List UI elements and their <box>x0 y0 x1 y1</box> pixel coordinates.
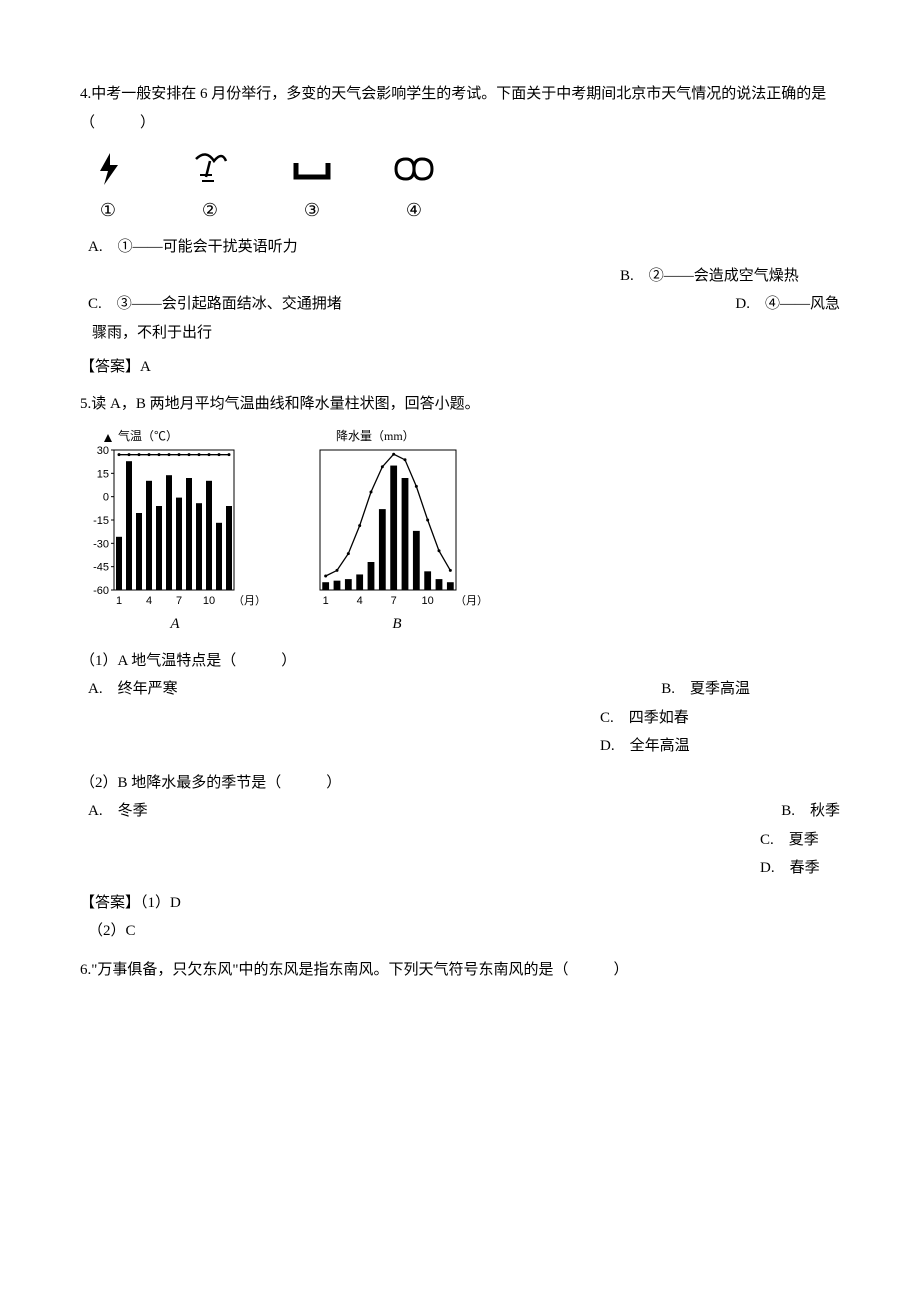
q4-option-d-cont: 骤雨，不利于出行 <box>80 319 840 348</box>
svg-text:7: 7 <box>176 595 182 607</box>
q5-answer1: 【答案】（1）D <box>80 889 840 918</box>
q4-opt-d-label: D. <box>735 296 750 312</box>
q5-sub2-b: B. 秋季 <box>781 797 840 826</box>
q5-sub1-text: （1）A 地气温特点是（ ） <box>80 647 840 676</box>
q5-sub1-b: B. 夏季高温 <box>661 675 750 704</box>
q6-stem: 6."万事俱备，只欠东风"中的东风是指东南风。下列天气符号东南风的是（ ） <box>80 956 840 985</box>
q5-sub1-a: A. 终年严寒 <box>88 675 178 704</box>
q4-icon-label-3: ③ <box>304 193 320 227</box>
q5-sub2-d: D. 春季 <box>80 854 840 883</box>
q5-sub1-d: D. 全年高温 <box>80 732 840 761</box>
weather-icon-thunder: ① <box>86 151 130 227</box>
q4-option-a: A. ①——可能会干扰英语听力 <box>80 233 840 262</box>
page: 4.中考一般安排在 6 月份举行，多变的天气会影响学生的考试。下面关于中考期间北… <box>0 0 920 1302</box>
chart-b-wrap: 降水量（mm） 1 4 7 10 （月） B <box>302 428 492 639</box>
q4-opt-a-text: ①——可能会干扰英语听力 <box>118 239 298 255</box>
weather-icon-sandstorm: ② <box>188 151 232 227</box>
q5-sub2-a: A. 冬季 <box>88 797 148 826</box>
q5-stem: 5.读 A，B 两地月平均气温曲线和降水量柱状图，回答小题。 <box>80 390 840 419</box>
q4-icons-row: ① ② ③ ④ <box>86 151 840 227</box>
weather-icon-fog: ③ <box>290 151 334 227</box>
q5-sub2-c: C. 夏季 <box>80 826 840 855</box>
svg-text:1: 1 <box>323 595 329 607</box>
q5-sub1-c: C. 四季如春 <box>80 704 840 733</box>
q5-answer2: （2）C <box>80 917 840 946</box>
chart-a-wrap: 气温（℃） 30 15 0 -15 -30 -45 -60 1 4 7 10 （月） A <box>80 428 270 639</box>
svg-text:4: 4 <box>357 595 363 607</box>
q4-opt-b-label: B. <box>620 268 634 284</box>
svg-text:15: 15 <box>97 469 109 481</box>
svg-text:-15: -15 <box>93 515 109 527</box>
svg-text:4: 4 <box>146 595 152 607</box>
haze-icon <box>392 151 436 187</box>
svg-text:（月）: （月） <box>455 594 488 607</box>
svg-text:10: 10 <box>203 595 215 607</box>
q4-answer: 【答案】A <box>80 353 840 382</box>
svg-text:1: 1 <box>116 595 122 607</box>
q4-option-b: B. ②——会造成空气燥热 <box>80 262 840 291</box>
q5-charts: 气温（℃） 30 15 0 -15 -30 -45 -60 1 4 7 10 （月） A 降水量（mm）… <box>80 428 840 639</box>
q5-sub2-text: （2）B 地降水最多的季节是（ ） <box>80 769 840 798</box>
thunder-icon <box>86 151 130 187</box>
weather-icon-haze: ④ <box>392 151 436 227</box>
q4-option-c-d-line: C. ③——会引起路面结冰、交通拥堵 D. ④——风急 <box>80 290 840 319</box>
q4-option-c: C. ③——会引起路面结冰、交通拥堵 <box>80 290 342 319</box>
q4-icon-label-2: ② <box>202 193 218 227</box>
q4-opt-c-text: ③——会引起路面结冰、交通拥堵 <box>117 296 342 312</box>
sandstorm-icon <box>188 151 232 187</box>
svg-text:7: 7 <box>391 595 397 607</box>
fog-icon <box>290 151 334 187</box>
q5-sub2-line1: A. 冬季 B. 秋季 <box>80 797 840 826</box>
q4-option-d: D. ④——风急 <box>735 290 840 319</box>
chart-b-label: B <box>392 610 401 639</box>
svg-text:10: 10 <box>422 595 434 607</box>
svg-text:气温（℃）: 气温（℃） <box>118 428 178 443</box>
svg-text:降水量（mm）: 降水量（mm） <box>336 429 415 443</box>
chart-a-label: A <box>170 610 179 639</box>
svg-text:（月）: （月） <box>233 594 266 607</box>
q4-opt-d-text: ④——风急 <box>765 296 840 312</box>
q4-stem: 4.中考一般安排在 6 月份举行，多变的天气会影响学生的考试。下面关于中考期间北… <box>80 80 840 137</box>
svg-text:0: 0 <box>103 492 109 504</box>
svg-text:-30: -30 <box>93 539 109 551</box>
q4-opt-b-text: ②——会造成空气燥热 <box>649 268 799 284</box>
q4-icon-label-4: ④ <box>406 193 422 227</box>
svg-text:30: 30 <box>97 445 109 457</box>
svg-text:-60: -60 <box>93 585 109 597</box>
svg-text:-45: -45 <box>93 562 109 574</box>
chart-b: 降水量（mm） 1 4 7 10 （月） <box>302 428 492 608</box>
q5-sub1-line1: A. 终年严寒 B. 夏季高温 <box>80 675 840 704</box>
q4-opt-c-label: C. <box>88 296 102 312</box>
chart-a: 气温（℃） 30 15 0 -15 -30 -45 -60 1 4 7 10 （月） <box>80 428 270 608</box>
q4-icon-label-1: ① <box>100 193 116 227</box>
q4-opt-a-label: A. <box>88 239 103 255</box>
